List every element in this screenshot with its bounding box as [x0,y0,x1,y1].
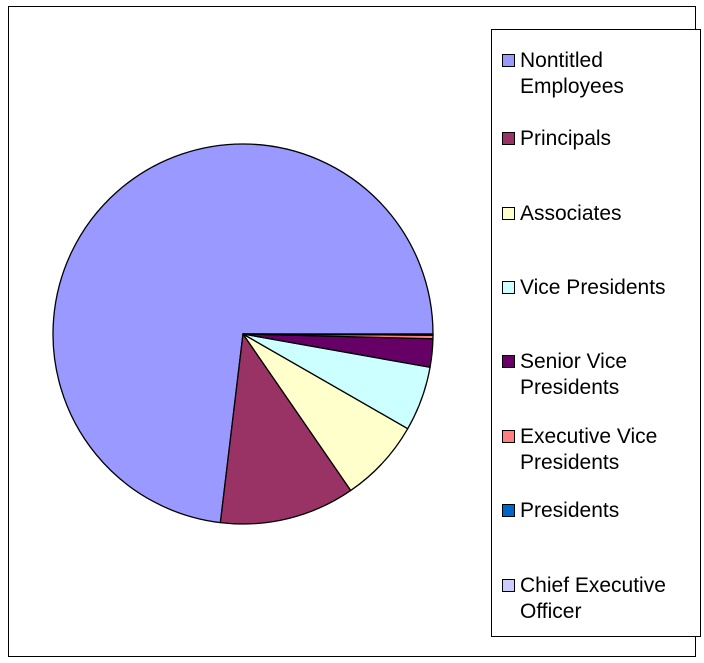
legend-swatch [502,579,515,592]
legend-item-nontitled-employees: Nontitled Employees [502,48,700,100]
legend: Nontitled Employees Principals Associate… [491,29,701,637]
legend-item-executive-vice-presidents: Executive Vice Presidents [502,424,700,476]
legend-item-chief-executive-officer: Chief Executive Officer [502,573,700,625]
legend-swatch [502,504,515,517]
legend-label: Senior Vice Presidents [520,350,628,399]
legend-swatch [502,430,515,443]
legend-label: Vice Presidents [520,276,666,299]
legend-label: Principals [520,127,612,150]
pie-slice-chief-executive-officer [242,333,434,336]
legend-swatch [502,207,515,220]
legend-swatch [502,54,515,67]
legend-swatch [502,281,515,294]
legend-item-principals: Principals [502,126,700,152]
pie-chart [52,143,434,525]
legend-label: Associates [520,202,622,225]
legend-item-vice-presidents: Vice Presidents [502,275,700,301]
legend-swatch [502,355,515,368]
legend-item-senior-vice-presidents: Senior Vice Presidents [502,349,700,401]
legend-label: Chief Executive Officer [520,574,666,623]
pie-slice-principals [219,333,352,525]
pie-slice-nontitled-employees [52,143,434,524]
chart-area: Nontitled Employees Principals Associate… [8,6,701,657]
legend-item-associates: Associates [502,201,700,227]
legend-item-presidents: Presidents [502,498,700,524]
legend-label: Nontitled Employees [520,49,624,98]
legend-label: Executive Vice Presidents [520,425,658,474]
legend-swatch [502,132,515,145]
legend-label: Presidents [520,499,620,522]
